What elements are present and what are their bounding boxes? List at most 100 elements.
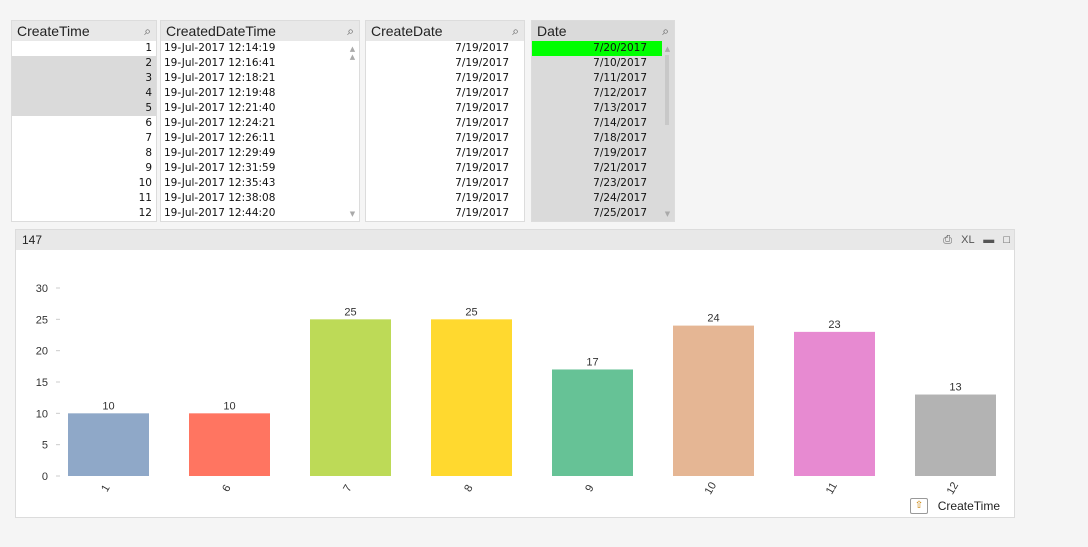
list-item[interactable]: 19-Jul-2017 12:24:21 — [164, 117, 276, 129]
bar[interactable] — [431, 319, 512, 476]
list-item[interactable]: 3 — [12, 71, 156, 86]
x-tick-label: 9 — [583, 483, 596, 494]
scrollbar[interactable]: ▲ ▼ — [663, 45, 672, 219]
print-icon[interactable]: ⎙ — [943, 234, 953, 246]
list-item[interactable]: 7/13/2017 — [532, 101, 662, 116]
bar-value-label: 23 — [828, 319, 840, 331]
list-item[interactable]: 7/19/2017 — [455, 207, 509, 219]
listbox-title: CreatedDateTime — [166, 23, 276, 39]
list-item[interactable]: 19-Jul-2017 12:31:59 — [164, 162, 276, 174]
search-icon[interactable]: ⌕ — [512, 24, 519, 38]
bar[interactable] — [189, 413, 270, 476]
scroll-down-icon[interactable]: ▼ — [664, 210, 671, 218]
chart-title: 147 — [22, 233, 43, 247]
list-item[interactable]: 7/25/2017 — [532, 206, 662, 221]
list-item[interactable]: 7/19/2017 — [455, 192, 509, 204]
scrollbar[interactable]: ▲ ▲ ▼ — [348, 45, 357, 219]
cyclic-group-icon[interactable]: ⇧ — [910, 498, 928, 514]
list-item[interactable]: 10 — [138, 177, 152, 189]
list-item[interactable]: 19-Jul-2017 12:38:08 — [164, 192, 276, 204]
chart-caption[interactable]: 147 ⎙ XL ▬ □ — [16, 230, 1014, 250]
list-item[interactable]: 7 — [145, 132, 152, 144]
search-icon[interactable]: ⌕ — [144, 24, 151, 38]
list-item[interactable]: 19-Jul-2017 12:29:49 — [164, 147, 276, 159]
x-tick-label: 7 — [341, 483, 354, 494]
list-item[interactable]: 7/19/2017 — [455, 162, 509, 174]
bar-value-label: 10 — [102, 400, 114, 412]
minimize-icon[interactable]: ▬ — [983, 234, 995, 246]
list-item[interactable]: 5 — [12, 101, 156, 116]
list-item[interactable]: 19-Jul-2017 12:21:40 — [164, 102, 276, 114]
list-item[interactable]: 19-Jul-2017 12:35:43 — [164, 177, 276, 189]
list-item[interactable]: 19-Jul-2017 12:14:19 — [164, 42, 276, 54]
list-item[interactable]: 7/19/2017 — [455, 147, 509, 159]
y-tick-label: 5 — [42, 440, 48, 452]
search-icon[interactable]: ⌕ — [347, 24, 354, 38]
bar-chart-object[interactable]: 147 ⎙ XL ▬ □ 0 5 10 15 20 25 30 10 1 10 6 25 7 25 8 17 9… — [15, 229, 1015, 518]
list-item[interactable]: 7/24/2017 — [532, 191, 662, 206]
list-item[interactable]: 7/12/2017 — [532, 86, 662, 101]
listbox-createddatetime[interactable]: CreatedDateTime ⌕ 19-Jul-2017 12:14:19 19… — [160, 20, 360, 222]
listbox-title: CreateDate — [371, 23, 443, 39]
maximize-icon[interactable]: □ — [1003, 234, 1010, 246]
listbox-header[interactable]: CreateDate ⌕ — [366, 21, 524, 41]
list-item[interactable]: 7/18/2017 — [532, 131, 662, 146]
list-item[interactable]: 7/11/2017 — [532, 71, 662, 86]
list-item[interactable]: 8 — [145, 147, 152, 159]
listbox-rows: 19-Jul-2017 12:14:19 19-Jul-2017 12:16:41… — [161, 41, 347, 221]
list-item[interactable]: 7/19/2017 — [455, 117, 509, 129]
scroll-up-icon[interactable]: ▲ — [349, 45, 356, 53]
listbox-title: Date — [537, 23, 567, 39]
listbox-createtime[interactable]: CreateTime ⌕ 1 2 3 4 5 6 7 8 9 10 11 12 — [11, 20, 157, 222]
list-item[interactable]: 1 — [145, 42, 152, 54]
list-item[interactable]: 7/19/2017 — [455, 87, 509, 99]
list-item[interactable]: 9 — [145, 162, 152, 174]
list-item[interactable]: 19-Jul-2017 12:26:11 — [164, 132, 276, 144]
list-item[interactable]: 7/19/2017 — [455, 102, 509, 114]
list-item[interactable]: 7/19/2017 — [532, 146, 662, 161]
list-item[interactable]: 7/21/2017 — [532, 161, 662, 176]
bar[interactable] — [552, 369, 633, 476]
bar[interactable] — [794, 331, 875, 476]
list-item[interactable]: 7/19/2017 — [455, 72, 509, 84]
list-item[interactable]: 19-Jul-2017 12:19:48 — [164, 87, 276, 99]
bar[interactable] — [915, 394, 996, 476]
list-item[interactable]: 6 — [145, 117, 152, 129]
list-item[interactable]: 7/19/2017 — [455, 177, 509, 189]
scroll-down-icon[interactable]: ▼ — [349, 210, 356, 218]
list-item[interactable]: 7/19/2017 — [455, 57, 509, 69]
bar[interactable] — [673, 325, 754, 476]
listbox-header[interactable]: Date ⌕ — [532, 21, 674, 41]
list-item[interactable]: 7/23/2017 — [532, 176, 662, 191]
scroll-up-icon[interactable]: ▲ — [664, 45, 671, 53]
y-tick-label: 25 — [36, 314, 48, 326]
list-item[interactable]: 7/14/2017 — [532, 116, 662, 131]
list-item[interactable]: 11 — [138, 192, 152, 204]
scroll-thumb[interactable] — [665, 55, 669, 125]
list-item[interactable]: 19-Jul-2017 12:44:20 — [164, 207, 276, 219]
list-item[interactable]: 12 — [138, 207, 152, 219]
list-item[interactable]: 7/19/2017 — [455, 42, 509, 54]
x-tick-label: 12 — [945, 480, 962, 497]
y-tick-label: 20 — [36, 346, 48, 358]
chart-plot: 0 5 10 15 20 25 30 10 1 10 6 25 7 25 8 17 9 24 10 23 11 13 12 — [36, 283, 996, 497]
search-icon[interactable]: ⌕ — [662, 24, 669, 38]
list-item[interactable]: 2 — [12, 56, 156, 71]
bar[interactable] — [68, 413, 149, 476]
xl-icon[interactable]: XL — [961, 234, 975, 246]
scroll-up-icon[interactable]: ▲ — [349, 53, 356, 61]
list-item[interactable]: 7/10/2017 — [532, 56, 662, 71]
listbox-title: CreateTime — [17, 23, 90, 39]
listbox-header[interactable]: CreateTime ⌕ — [12, 21, 156, 41]
listbox-date[interactable]: Date ⌕ 7/20/2017 7/10/2017 7/11/2017 7/12/2… — [531, 20, 675, 222]
list-item[interactable]: 7/19/2017 — [455, 132, 509, 144]
list-item[interactable]: 7/20/2017 — [532, 41, 662, 56]
listbox-header[interactable]: CreatedDateTime ⌕ — [161, 21, 359, 41]
y-tick-label: 0 — [42, 471, 48, 483]
list-item[interactable]: 19-Jul-2017 12:16:41 — [164, 57, 276, 69]
bar-value-label: 25 — [465, 306, 477, 318]
list-item[interactable]: 4 — [12, 86, 156, 101]
list-item[interactable]: 19-Jul-2017 12:18:21 — [164, 72, 276, 84]
bar[interactable] — [310, 319, 391, 476]
listbox-createdate[interactable]: CreateDate ⌕ 7/19/2017 7/19/2017 7/19/2017… — [365, 20, 525, 222]
